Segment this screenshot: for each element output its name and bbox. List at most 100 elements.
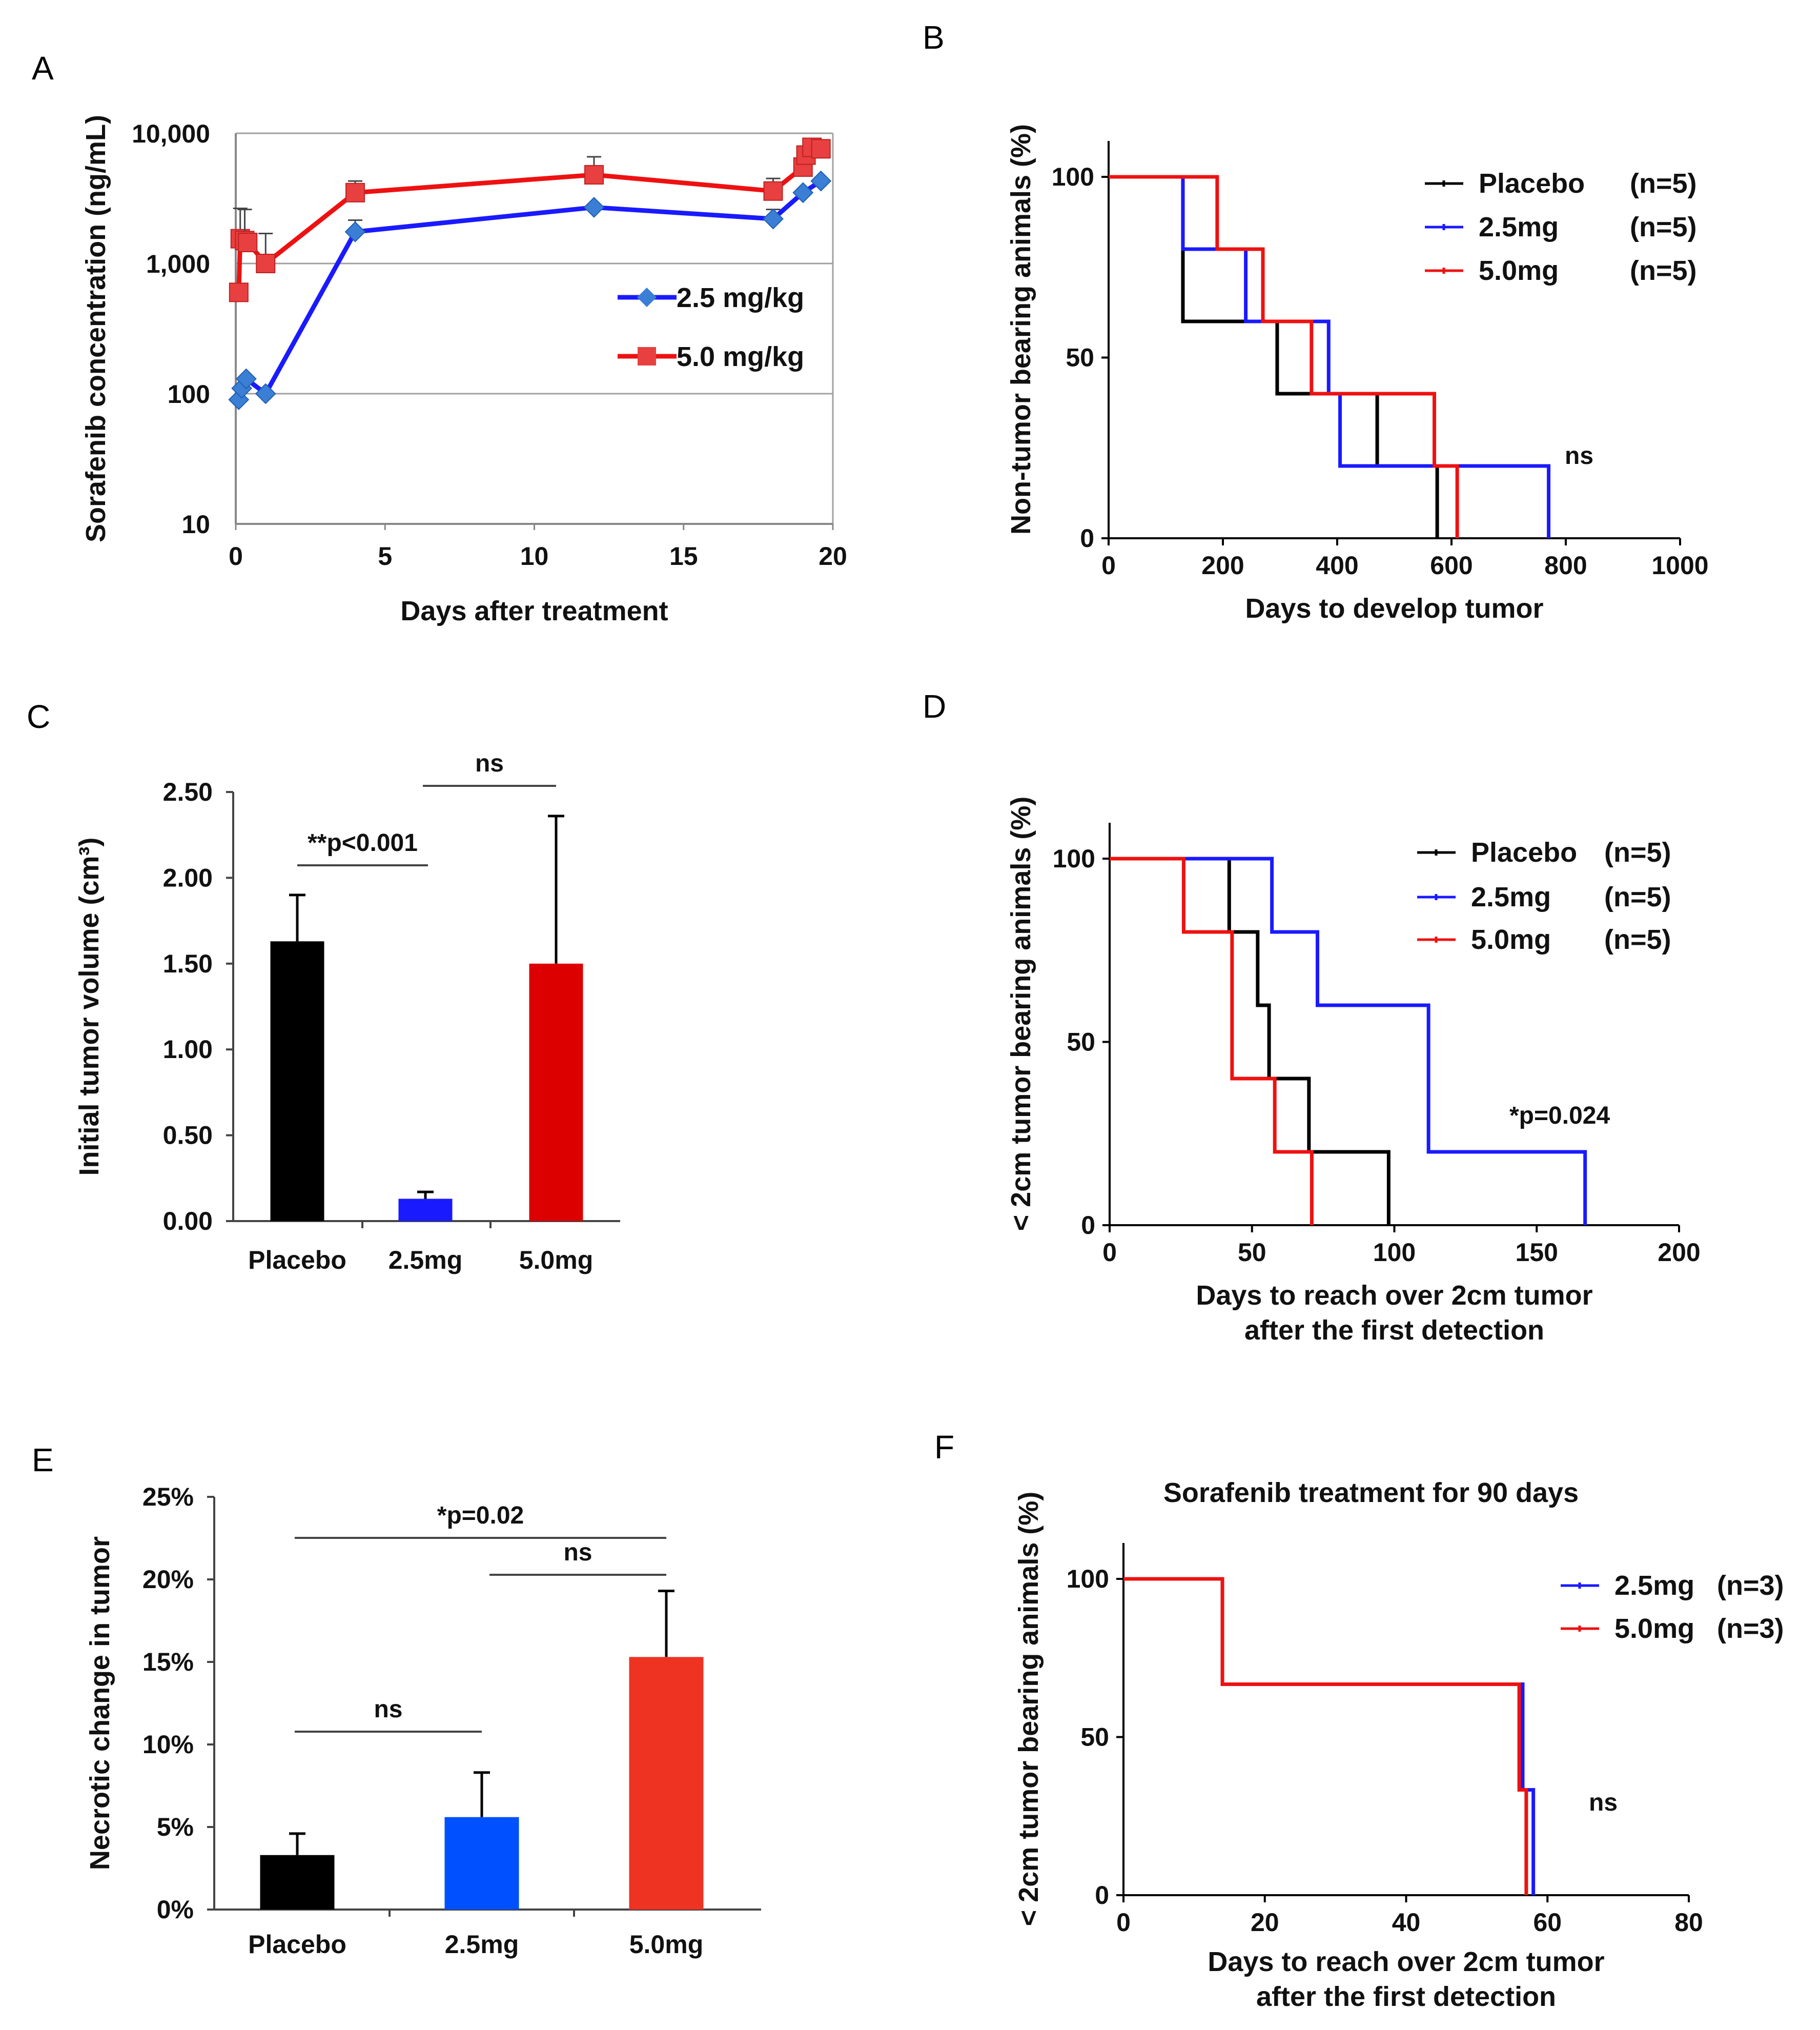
y-tick-label: 100	[1052, 163, 1094, 191]
panel-label-f: F	[934, 1429, 954, 1466]
x-tick-label: 40	[1392, 1908, 1421, 1937]
y-tick-label: 20%	[142, 1565, 194, 1594]
x-tick-label: 60	[1533, 1908, 1562, 1937]
annotation: *p=0.024	[1509, 1102, 1610, 1129]
y-axis-title: < 2cm tumor bearing animals (%)	[1013, 1492, 1044, 1926]
panel-d-survival-chart: 100 50 00 50 100 150 200 Days to reach over 2cm…	[1006, 797, 1701, 1346]
significance-label: ns	[374, 1696, 402, 1723]
y-tick-label: 100	[1053, 844, 1095, 873]
y-tick-label: 1.00	[163, 1035, 213, 1064]
data-point	[811, 139, 831, 159]
y-tick-label: 5%	[157, 1813, 194, 1841]
data-point	[235, 368, 257, 390]
survival-curve	[1110, 857, 1390, 1225]
legend-label: 5.0mg	[1471, 924, 1551, 955]
data-point	[763, 208, 784, 230]
legend-label: 2.5mg	[1471, 882, 1551, 912]
series-line	[236, 145, 822, 293]
data-point	[238, 233, 258, 253]
legend-marker	[637, 288, 657, 307]
data-point	[229, 282, 249, 302]
y-axis-title: Sorafenib concentration (ng/mL)	[80, 115, 111, 542]
y-tick-label: 10	[181, 510, 210, 539]
legend-n: (n=3)	[1717, 1570, 1784, 1601]
y-tick-label: 2.00	[163, 863, 213, 892]
x-category-label: Placebo	[248, 1246, 346, 1274]
data-point	[344, 221, 366, 242]
x-tick-label: 5	[378, 542, 392, 571]
significance-label: **p<0.001	[308, 829, 418, 857]
legend-n: (n=5)	[1604, 837, 1671, 868]
legend-n: (n=3)	[1717, 1613, 1784, 1644]
y-tick-label: 50	[1067, 1028, 1095, 1057]
x-category-label: 2.5mg	[388, 1246, 463, 1274]
x-tick-label: 10	[520, 542, 549, 571]
y-tick-label: 50	[1080, 1723, 1109, 1752]
legend-marker	[638, 347, 656, 366]
y-axis-title: Non-tumor bearing animals (%)	[1006, 124, 1036, 535]
x-tick-label: 20	[1251, 1908, 1279, 1937]
bar-5-0mg	[629, 1657, 704, 1910]
y-tick-label: 0%	[157, 1895, 194, 1924]
x-category-label: 5.0mg	[519, 1246, 594, 1274]
panel-c-tumor-volume-chart: 0.00 0.50 1.00 1.50 2.00 2.50 Placebo 2.5mg 5.0m…	[74, 750, 620, 1274]
x-axis-title: after the first detection	[1244, 1315, 1544, 1346]
significance-label: ns	[475, 750, 504, 777]
x-tick-label: 15	[669, 542, 698, 571]
bar-5-0mg	[529, 963, 583, 1221]
x-tick-label: 0	[1101, 551, 1116, 580]
annotation: ns	[1589, 1789, 1618, 1816]
legend-label: 5.0mg	[1614, 1613, 1694, 1644]
data-point	[810, 170, 832, 192]
x-tick-label: 80	[1674, 1908, 1703, 1937]
legend-label: 2.5mg	[1614, 1570, 1694, 1601]
bar-2-5mg	[444, 1817, 519, 1910]
x-axis-title: Days to develop tumor	[1245, 593, 1543, 624]
x-category-label: Placebo	[248, 1930, 346, 1959]
y-axis-title: Necrotic change in tumor	[85, 1536, 115, 1870]
x-tick-label: 600	[1430, 551, 1473, 580]
x-category-label: 2.5mg	[445, 1930, 519, 1959]
x-tick-label: 400	[1316, 551, 1358, 580]
survival-curve	[1109, 175, 1551, 538]
x-axis-title: Days to reach over 2cm tumor	[1196, 1280, 1592, 1311]
x-tick-label: 50	[1238, 1238, 1266, 1267]
legend-n: (n=5)	[1630, 255, 1697, 286]
survival-curve	[1110, 857, 1587, 1225]
data-point	[583, 197, 605, 218]
chart-title: Sorafenib treatment for 90 days	[1163, 1477, 1579, 1508]
legend-label: 5.0mg	[1479, 255, 1559, 286]
panel-label-a: A	[32, 50, 54, 87]
y-tick-label: 0	[1095, 1881, 1109, 1910]
survival-curve	[1123, 1577, 1536, 1895]
x-tick-label: 100	[1373, 1238, 1416, 1267]
x-tick-label: 200	[1201, 551, 1244, 580]
data-point	[792, 182, 814, 204]
survival-curve	[1110, 857, 1314, 1225]
x-tick-label: 0	[1116, 1908, 1131, 1937]
y-axis-title: Initial tumor volume (cm³)	[74, 837, 105, 1175]
x-tick-label: 1000	[1651, 551, 1708, 580]
data-point	[345, 182, 365, 202]
panel-label-c: C	[27, 698, 50, 735]
data-point	[763, 181, 783, 201]
y-tick-label: 25%	[142, 1483, 194, 1511]
x-axis-title: Days after treatment	[400, 596, 668, 626]
x-tick-label: 0	[229, 542, 243, 571]
data-point	[584, 165, 604, 185]
annotation: ns	[1565, 442, 1593, 470]
panel-e-necrosis-chart: 0% 5% 10% 15% 20% 25% Placebo 2.5mg 5.0mg Necroti…	[85, 1483, 761, 1959]
y-tick-label: 0.50	[163, 1121, 213, 1150]
y-tick-label: 0.00	[163, 1207, 213, 1235]
survival-curve	[1109, 175, 1459, 538]
legend-n: (n=5)	[1630, 212, 1697, 242]
legend-n: (n=5)	[1630, 168, 1697, 199]
bar-placebo	[270, 941, 324, 1221]
y-tick-label: 0	[1080, 524, 1094, 553]
x-tick-label: 150	[1516, 1238, 1558, 1267]
x-axis-title: Days to reach over 2cm tumor	[1208, 1946, 1604, 1977]
x-category-label: 5.0mg	[629, 1930, 704, 1959]
data-point	[255, 383, 276, 404]
